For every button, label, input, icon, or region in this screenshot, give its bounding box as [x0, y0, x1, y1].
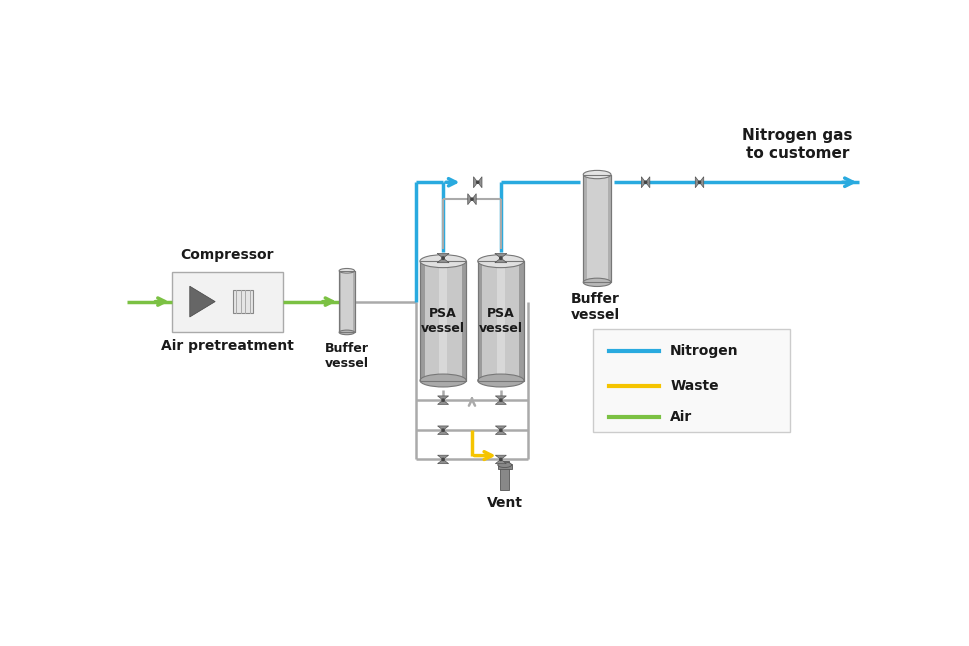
Polygon shape [472, 194, 476, 205]
Text: PSA
vessel: PSA vessel [479, 307, 523, 335]
Ellipse shape [420, 255, 466, 267]
Polygon shape [438, 430, 449, 434]
Text: Air pretreatment: Air pretreatment [161, 339, 294, 353]
Polygon shape [437, 253, 449, 258]
Polygon shape [437, 258, 449, 263]
Bar [172, 271, 283, 331]
Circle shape [644, 181, 646, 183]
Circle shape [471, 198, 473, 200]
Bar [353, 271, 355, 333]
Polygon shape [495, 253, 507, 258]
Text: Buffer
vessel: Buffer vessel [571, 291, 620, 322]
Text: Nitrogen: Nitrogen [671, 344, 739, 359]
Bar [339, 271, 341, 333]
Bar [519, 261, 524, 380]
Bar [583, 174, 611, 282]
Ellipse shape [339, 330, 355, 335]
Bar [420, 261, 466, 380]
Polygon shape [438, 455, 449, 459]
Text: Buffer
vessel: Buffer vessel [325, 342, 369, 370]
Text: Nitrogen gas
to customer: Nitrogen gas to customer [742, 129, 853, 161]
Polygon shape [700, 177, 703, 188]
Polygon shape [495, 459, 507, 464]
Bar [478, 261, 524, 380]
Text: Vent: Vent [486, 496, 522, 510]
Polygon shape [696, 177, 700, 188]
Bar [478, 261, 524, 380]
Polygon shape [495, 396, 507, 400]
Circle shape [442, 429, 444, 432]
Circle shape [442, 257, 445, 259]
Circle shape [442, 459, 444, 461]
Polygon shape [438, 459, 449, 464]
Polygon shape [641, 177, 645, 188]
Polygon shape [495, 426, 507, 430]
Circle shape [477, 181, 479, 183]
Polygon shape [438, 400, 449, 404]
Bar [233, 290, 253, 313]
Polygon shape [645, 177, 650, 188]
Circle shape [500, 459, 502, 461]
Polygon shape [190, 286, 215, 317]
Circle shape [500, 257, 502, 259]
Polygon shape [438, 426, 449, 430]
Ellipse shape [498, 462, 512, 468]
Bar [498, 464, 512, 469]
Ellipse shape [420, 374, 466, 387]
Ellipse shape [583, 278, 611, 286]
Text: Compressor: Compressor [181, 248, 274, 262]
Bar [478, 261, 483, 380]
Text: Waste: Waste [671, 379, 719, 393]
Text: PSA
vessel: PSA vessel [422, 307, 465, 335]
Bar [583, 174, 586, 282]
Polygon shape [495, 258, 507, 263]
Text: Air: Air [671, 410, 693, 424]
Ellipse shape [478, 374, 524, 387]
Polygon shape [468, 194, 472, 205]
Polygon shape [495, 455, 507, 459]
Polygon shape [495, 430, 507, 434]
Bar [420, 261, 424, 380]
Polygon shape [438, 396, 449, 400]
Bar [500, 461, 509, 490]
Circle shape [442, 399, 444, 401]
Bar [583, 174, 611, 282]
Bar [439, 261, 447, 380]
Polygon shape [474, 177, 478, 188]
Bar [608, 174, 611, 282]
Ellipse shape [583, 171, 611, 179]
Polygon shape [478, 177, 482, 188]
Polygon shape [495, 400, 507, 404]
Bar [339, 271, 355, 333]
Bar [420, 261, 466, 380]
Bar [339, 271, 355, 333]
Bar [461, 261, 466, 380]
Circle shape [500, 429, 502, 432]
Bar [497, 261, 505, 380]
Circle shape [699, 181, 701, 183]
Bar [593, 329, 790, 432]
Ellipse shape [478, 255, 524, 267]
Ellipse shape [339, 269, 355, 273]
Circle shape [500, 399, 502, 401]
